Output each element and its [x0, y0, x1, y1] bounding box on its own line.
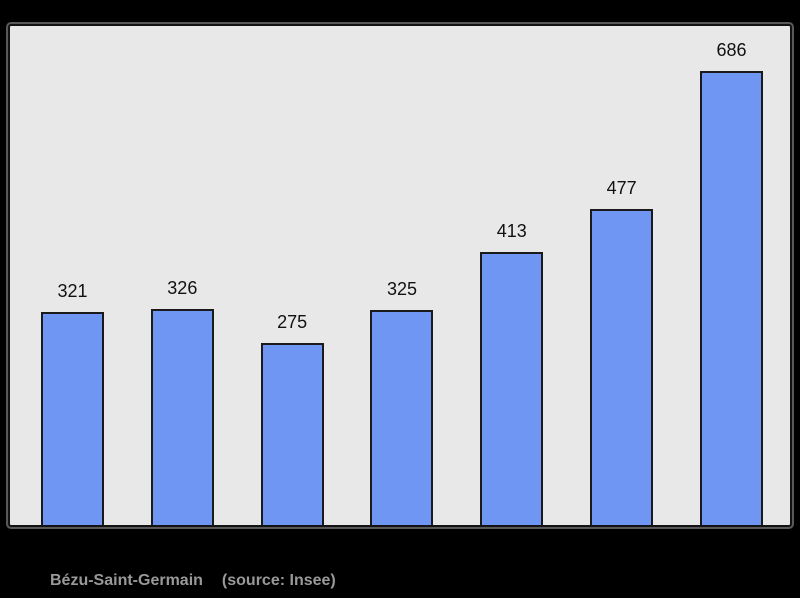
- bars-container: 321 326 275 325 413 477 686: [10, 26, 790, 525]
- bar-value-label: 477: [606, 178, 637, 198]
- bar-population: [150, 309, 214, 525]
- bar-group: 686: [699, 40, 763, 525]
- bar-population: [590, 209, 654, 525]
- bar-population: [370, 310, 434, 525]
- bar-value-label: 325: [386, 279, 417, 299]
- bar-group: 413: [480, 221, 544, 525]
- bar-population: [41, 312, 104, 525]
- bar-value-label: 321: [57, 281, 88, 301]
- bar-group: 477: [590, 178, 654, 525]
- bar-group: 326: [150, 278, 214, 525]
- bar-population: [260, 343, 324, 525]
- bar-value-label: 326: [167, 278, 198, 298]
- caption-source: (source: Insee): [221, 572, 336, 589]
- bar-value-label: 413: [496, 221, 527, 241]
- bar-value-label: 275: [277, 312, 308, 332]
- bar-value-label: 686: [716, 40, 747, 60]
- bar-group: 321: [41, 281, 104, 525]
- bar-population: [699, 71, 763, 525]
- caption-commune-name: Bézu-Saint-Germain: [50, 572, 203, 589]
- bar-group: 275: [260, 312, 324, 525]
- plot-area: 321 326 275 325 413 477 686: [8, 24, 792, 527]
- bar-population: [480, 252, 544, 525]
- bar-group: 325: [370, 279, 434, 525]
- chart-caption: Bézu-Saint-Germain (source: Insee): [50, 572, 336, 590]
